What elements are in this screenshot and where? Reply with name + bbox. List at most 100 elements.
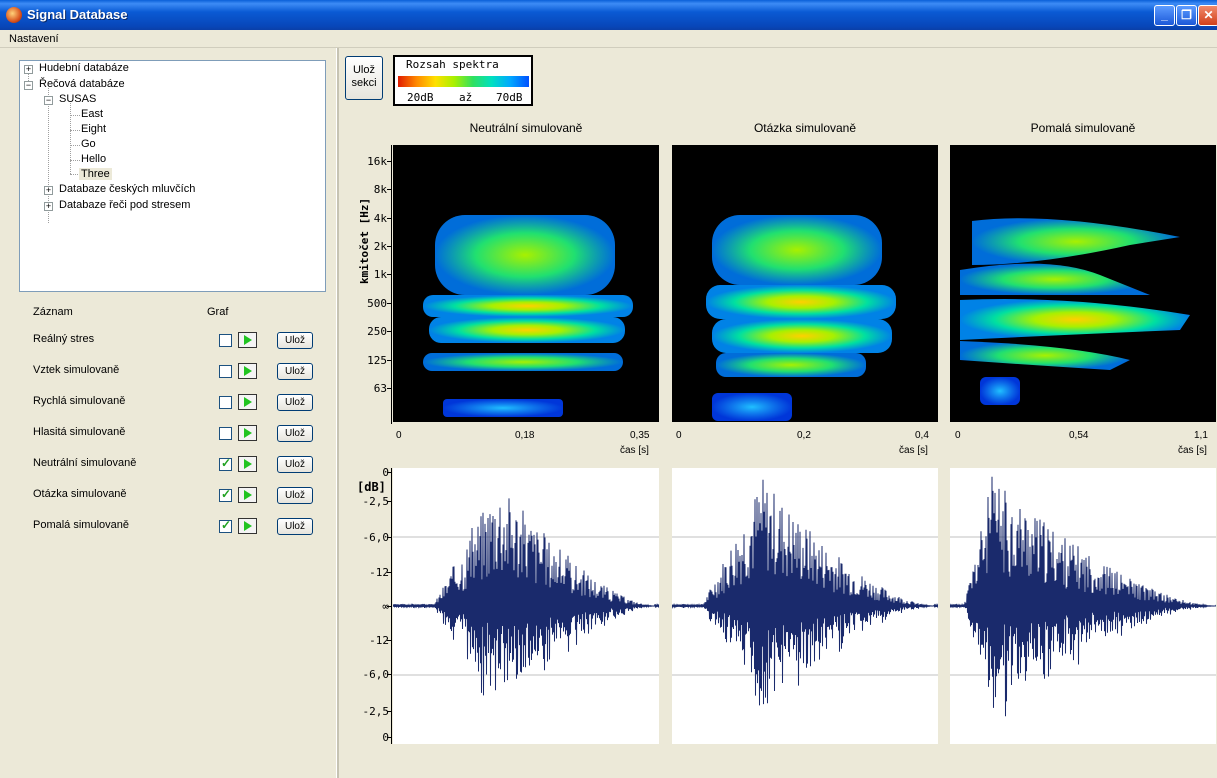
spectrogram-image	[960, 218, 1190, 405]
spectrogram-slow[interactable]	[950, 145, 1216, 421]
record-checkbox[interactable]	[219, 427, 232, 440]
energy-band	[972, 218, 1180, 265]
energy-band	[712, 319, 892, 353]
record-label: Otázka simulovaně	[33, 488, 127, 500]
chart-title-question: Otázka simulovaně	[753, 121, 857, 135]
freq-tick-mark	[387, 360, 392, 361]
expand-toggle-icon[interactable]: +	[24, 64, 33, 74]
tree-node-susas[interactable]: SUSAS	[59, 93, 97, 105]
freq-tick-mark	[387, 331, 392, 332]
time-tick-label: 0,18	[515, 430, 535, 441]
time-tick-label: 0,35	[630, 430, 650, 441]
spectrogram-image	[706, 215, 896, 421]
freq-tick-mark	[387, 218, 392, 219]
energy-band	[423, 353, 623, 371]
tree-line	[70, 160, 80, 161]
record-checkbox[interactable]	[219, 396, 232, 409]
expand-toggle-icon[interactable]: +	[44, 185, 53, 195]
record-label: Hlasitá simulovaně	[33, 426, 126, 438]
record-checkbox[interactable]	[219, 456, 232, 471]
freq-tick-mark	[387, 274, 392, 275]
play-icon[interactable]	[238, 394, 257, 410]
collapse-toggle-icon[interactable]: −	[44, 95, 53, 105]
energy-band	[960, 263, 1150, 295]
tree-node-stress-db[interactable]: Databaze řeči pod stresem	[59, 199, 191, 211]
waveform-plot	[392, 498, 660, 696]
energy-band	[435, 215, 615, 295]
record-label: Pomalá simulovaně	[33, 519, 129, 531]
legend-max-label: 70dB	[496, 91, 523, 104]
energy-band	[429, 317, 625, 343]
record-checkbox[interactable]	[219, 334, 232, 347]
freq-tick-label: 1k	[373, 268, 387, 281]
energy-band	[960, 299, 1190, 340]
frequency-axis-line	[391, 145, 392, 424]
tree-node-go[interactable]: Go	[81, 138, 96, 150]
play-icon[interactable]	[238, 363, 257, 379]
save-section-button[interactable]: Ulož sekci	[345, 56, 383, 100]
db-tick-mark	[387, 537, 392, 538]
db-tick-label: ∞	[382, 600, 389, 613]
window-title: Signal Database	[27, 7, 128, 22]
play-icon[interactable]	[238, 487, 257, 503]
time-tick-label: 0	[955, 430, 961, 441]
menu-item-settings[interactable]: Nastavení	[9, 33, 59, 45]
save-record-button[interactable]: Ulož	[277, 425, 313, 442]
save-record-button[interactable]: Ulož	[277, 363, 313, 380]
save-record-button[interactable]: Ulož	[277, 456, 313, 473]
play-icon[interactable]	[238, 425, 257, 441]
title-bar: Signal Database _ ❐ ✕	[0, 0, 1217, 30]
db-tick-mark	[387, 572, 392, 573]
time-axis-unit: čas [s]	[899, 445, 928, 456]
legend-min-label: 20dB	[407, 91, 434, 104]
record-checkbox[interactable]	[219, 518, 232, 533]
waveform-neutral[interactable]	[392, 468, 660, 744]
collapse-toggle-icon[interactable]: −	[24, 80, 33, 90]
record-label: Neutrální simulovaně	[33, 457, 137, 469]
db-tick-label: 0	[382, 731, 389, 744]
chart-title-slow: Pomalá simulovaně	[1030, 121, 1136, 135]
freq-tick-mark	[387, 246, 392, 247]
minimize-button[interactable]: _	[1154, 5, 1175, 26]
freq-tick-mark	[387, 388, 392, 389]
spectrogram-neutral[interactable]	[393, 145, 659, 421]
waveform-question[interactable]	[671, 468, 939, 744]
close-button[interactable]: ✕	[1198, 5, 1217, 26]
db-tick-mark	[387, 501, 392, 502]
tree-node-eight[interactable]: Eight	[81, 123, 107, 135]
tree-node-three[interactable]: Three	[79, 168, 112, 180]
record-checkbox[interactable]	[219, 487, 232, 502]
tree-node-hello[interactable]: Hello	[81, 153, 107, 165]
spectrogram-question[interactable]	[672, 145, 938, 421]
amplitude-axis-label: [dB]	[357, 480, 386, 494]
restore-button[interactable]: ❐	[1176, 5, 1197, 26]
spectrogram-image	[423, 215, 633, 417]
play-icon[interactable]	[238, 332, 257, 348]
play-icon[interactable]	[238, 456, 257, 472]
record-column-header: Záznam	[33, 306, 73, 318]
save-record-button[interactable]: Ulož	[277, 394, 313, 411]
waveform-signal	[671, 479, 939, 706]
record-checkbox[interactable]	[219, 365, 232, 378]
menu-divider	[0, 47, 1217, 48]
waveform-slow[interactable]	[949, 468, 1217, 744]
tree-node-music-db[interactable]: Hudební databáze	[39, 62, 129, 74]
tree-node-speech-db[interactable]: Řečová databáze	[39, 78, 125, 90]
panel-splitter[interactable]	[336, 48, 339, 778]
save-record-button[interactable]: Ulož	[277, 487, 313, 504]
db-tick-mark	[387, 711, 392, 712]
db-tick-label: -2,5	[362, 705, 390, 718]
time-tick-label: 0,4	[915, 430, 929, 441]
freq-tick-mark	[387, 189, 392, 190]
save-record-button[interactable]: Ulož	[277, 332, 313, 349]
play-icon[interactable]	[238, 518, 257, 534]
database-tree[interactable]: + Hudební databáze − Řečová databáze − S…	[19, 60, 326, 292]
freq-tick-label: 8k	[373, 183, 387, 196]
tree-line	[48, 88, 49, 223]
tree-node-east[interactable]: East	[81, 108, 104, 120]
freq-tick-label: 63	[373, 382, 387, 395]
waveform-signal	[392, 498, 660, 696]
save-record-button[interactable]: Ulož	[277, 518, 313, 535]
expand-toggle-icon[interactable]: +	[44, 201, 53, 211]
tree-node-czech-speakers[interactable]: Databaze českých mluvčích	[59, 183, 196, 195]
